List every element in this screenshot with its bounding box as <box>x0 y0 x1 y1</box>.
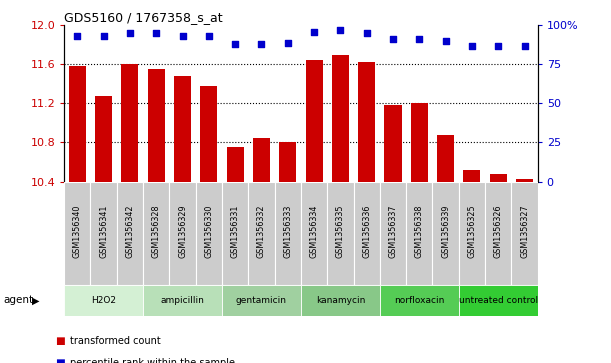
Text: transformed count: transformed count <box>70 336 161 346</box>
Text: untreated control: untreated control <box>459 296 538 305</box>
Bar <box>511 182 538 285</box>
Point <box>309 29 319 34</box>
Text: GSM1356340: GSM1356340 <box>73 204 82 258</box>
Text: ■: ■ <box>55 358 65 363</box>
Bar <box>332 55 349 182</box>
Bar <box>90 182 117 285</box>
Bar <box>459 182 485 285</box>
Point <box>283 40 293 45</box>
Text: GSM1356341: GSM1356341 <box>99 204 108 258</box>
Bar <box>279 143 296 182</box>
Bar <box>301 182 327 285</box>
Bar <box>64 182 90 285</box>
Bar <box>253 138 270 182</box>
Text: ampicillin: ampicillin <box>161 296 205 305</box>
Text: GSM1356325: GSM1356325 <box>467 204 477 258</box>
Text: GSM1356335: GSM1356335 <box>336 204 345 258</box>
Text: ■: ■ <box>55 336 65 346</box>
Point <box>335 27 345 33</box>
Text: percentile rank within the sample: percentile rank within the sample <box>70 358 235 363</box>
Text: GSM1356339: GSM1356339 <box>441 204 450 258</box>
Text: GSM1356331: GSM1356331 <box>230 204 240 258</box>
Bar <box>200 86 218 182</box>
Text: agent: agent <box>3 295 33 305</box>
Bar <box>301 285 380 316</box>
Text: GSM1356337: GSM1356337 <box>389 204 398 258</box>
Bar <box>69 66 86 182</box>
Text: kanamycin: kanamycin <box>316 296 365 305</box>
Text: GSM1356336: GSM1356336 <box>362 204 371 258</box>
Bar <box>380 182 406 285</box>
Point <box>388 37 398 42</box>
Bar <box>248 182 274 285</box>
Text: GSM1356332: GSM1356332 <box>257 204 266 258</box>
Bar <box>95 96 112 182</box>
Bar <box>222 285 301 316</box>
Text: GSM1356326: GSM1356326 <box>494 204 503 258</box>
Bar <box>459 285 538 316</box>
Bar <box>411 103 428 182</box>
Bar <box>143 285 222 316</box>
Point <box>230 41 240 47</box>
Text: GSM1356333: GSM1356333 <box>284 204 292 258</box>
Point <box>257 41 266 47</box>
Text: GSM1356330: GSM1356330 <box>204 204 213 258</box>
Text: GSM1356327: GSM1356327 <box>520 204 529 258</box>
Text: gentamicin: gentamicin <box>236 296 287 305</box>
Bar <box>196 182 222 285</box>
Bar <box>169 182 196 285</box>
Point <box>414 37 424 42</box>
Bar <box>433 182 459 285</box>
Point <box>125 30 135 36</box>
Text: norfloxacin: norfloxacin <box>394 296 444 305</box>
Bar <box>354 182 380 285</box>
Bar <box>174 76 191 182</box>
Bar <box>489 174 507 182</box>
Text: GSM1356328: GSM1356328 <box>152 204 161 258</box>
Bar <box>143 182 169 285</box>
Bar <box>148 69 165 182</box>
Bar <box>274 182 301 285</box>
Bar <box>380 285 459 316</box>
Text: GSM1356342: GSM1356342 <box>125 204 134 258</box>
Bar <box>306 60 323 182</box>
Bar <box>358 61 375 182</box>
Bar <box>406 182 433 285</box>
Bar <box>327 182 354 285</box>
Bar <box>437 135 454 182</box>
Point <box>467 43 477 49</box>
Bar <box>64 285 143 316</box>
Point <box>73 33 82 39</box>
Bar <box>117 182 143 285</box>
Bar <box>463 170 480 182</box>
Point <box>519 43 529 49</box>
Text: GSM1356329: GSM1356329 <box>178 204 187 258</box>
Point <box>178 33 188 39</box>
Point <box>204 33 214 39</box>
Point <box>493 43 503 49</box>
Text: H2O2: H2O2 <box>91 296 116 305</box>
Bar <box>384 105 401 182</box>
Point <box>152 30 161 36</box>
Bar <box>222 182 248 285</box>
Text: GSM1356338: GSM1356338 <box>415 204 424 258</box>
Point <box>441 38 450 44</box>
Bar <box>485 182 511 285</box>
Text: GDS5160 / 1767358_s_at: GDS5160 / 1767358_s_at <box>64 11 223 24</box>
Text: ▶: ▶ <box>32 295 39 305</box>
Text: GSM1356334: GSM1356334 <box>310 204 318 258</box>
Point <box>99 33 109 39</box>
Bar <box>227 147 244 182</box>
Point <box>362 30 371 36</box>
Bar <box>122 65 139 182</box>
Bar <box>516 179 533 182</box>
